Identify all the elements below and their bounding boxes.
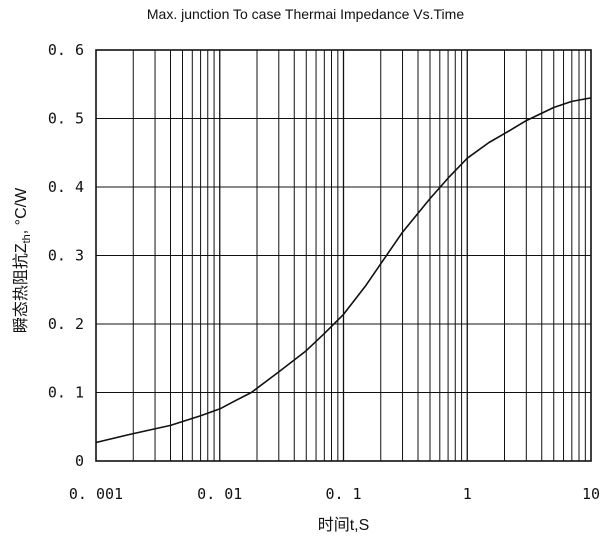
x-axis-label: 时间t,S bbox=[318, 516, 370, 534]
plot-frame bbox=[95, 49, 592, 462]
y-tick-label: 0. 2 bbox=[48, 315, 84, 333]
chart-title: Max. junction To case Thermai Impedance … bbox=[146, 6, 465, 22]
y-tick-label: 0 bbox=[75, 452, 84, 470]
y-tick-label: 0. 1 bbox=[48, 384, 84, 402]
y-tick-label: 0. 6 bbox=[48, 41, 84, 59]
y-axis-label-unit: , °C/W bbox=[13, 187, 30, 234]
grid-lines bbox=[96, 50, 591, 461]
y-axis-label: 瞬态热阻抗Zth, °C/W bbox=[12, 187, 33, 333]
y-tick-label: 0. 3 bbox=[48, 247, 84, 265]
y-tick-label: 0. 5 bbox=[48, 110, 84, 128]
series-lines bbox=[95, 97, 592, 444]
x-tick-label: 1 bbox=[463, 485, 472, 503]
x-tick-label: 10 bbox=[582, 485, 600, 503]
tick-labels: 0. 001 0. 01 0. 1 1 10 0 0. 1 0. 2 0. 3 0. 4 0. 5 0… bbox=[48, 41, 600, 503]
x-tick-label: 0. 01 bbox=[197, 485, 242, 503]
y-axis-label-main: 瞬态热阻抗Z bbox=[12, 243, 30, 333]
x-tick-label: 0. 1 bbox=[325, 485, 361, 503]
y-tick-label: 0. 4 bbox=[48, 178, 84, 196]
x-tick-label: 0. 001 bbox=[69, 485, 123, 503]
series-line bbox=[95, 97, 592, 444]
y-axis-label-sub: th bbox=[21, 234, 33, 243]
